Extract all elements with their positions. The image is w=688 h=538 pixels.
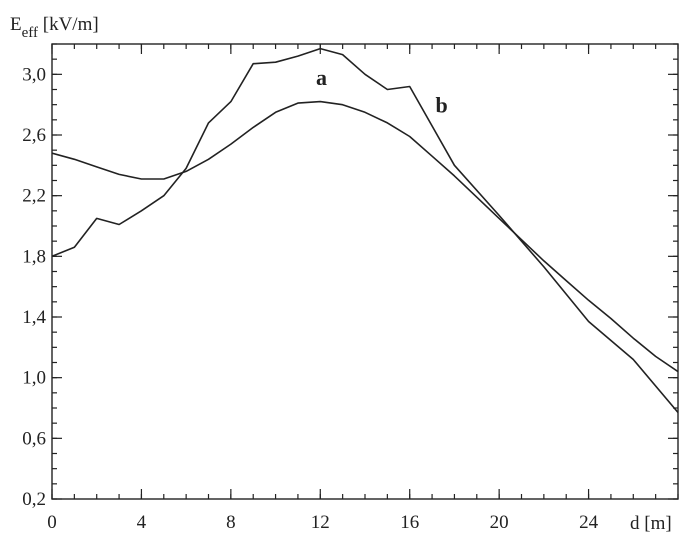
x-tick-label: 16 — [400, 512, 419, 533]
svg-text:Eeff [kV/m]: Eeff [kV/m] — [10, 14, 99, 41]
y-tick-label: 0,6 — [22, 428, 46, 449]
y-axis-title-unit: [kV/m] — [38, 14, 99, 35]
x-axis-title: d [m] — [630, 513, 672, 534]
y-tick-label: 0,2 — [22, 489, 46, 510]
series-line-a — [52, 100, 678, 373]
y-tick-label: 3,0 — [22, 64, 46, 85]
y-tick-label: 2,6 — [22, 125, 46, 146]
series-label-a: a — [316, 65, 327, 90]
series-label-b: b — [435, 92, 447, 117]
x-tick-labels: 0 4 8 12 16 20 24 — [47, 512, 598, 533]
y-axis-title-main: E — [10, 14, 22, 35]
y-tick-labels: 0,2 0,6 1,0 1,4 1,8 2,2 2,6 3,0 — [22, 64, 46, 510]
x-tick-label: 12 — [311, 512, 330, 533]
major-ticks — [51, 44, 678, 500]
y-tick-label: 1,0 — [22, 368, 46, 389]
y-axis-title: Eeff [kV/m] — [10, 14, 99, 41]
x-tick-label: 24 — [579, 512, 599, 533]
series-line-b — [52, 47, 678, 414]
y-tick-label: 1,8 — [22, 246, 46, 267]
y-axis-title-subscript: eff — [22, 25, 38, 41]
x-tick-label: 20 — [490, 512, 509, 533]
x-tick-label: 4 — [137, 512, 147, 533]
y-tick-label: 1,4 — [22, 307, 46, 328]
x-tick-label: 8 — [226, 512, 236, 533]
series-layer: ab — [52, 47, 678, 414]
x-tick-label: 0 — [47, 512, 57, 533]
y-tick-label: 2,2 — [22, 186, 46, 207]
minor-ticks — [51, 43, 679, 500]
